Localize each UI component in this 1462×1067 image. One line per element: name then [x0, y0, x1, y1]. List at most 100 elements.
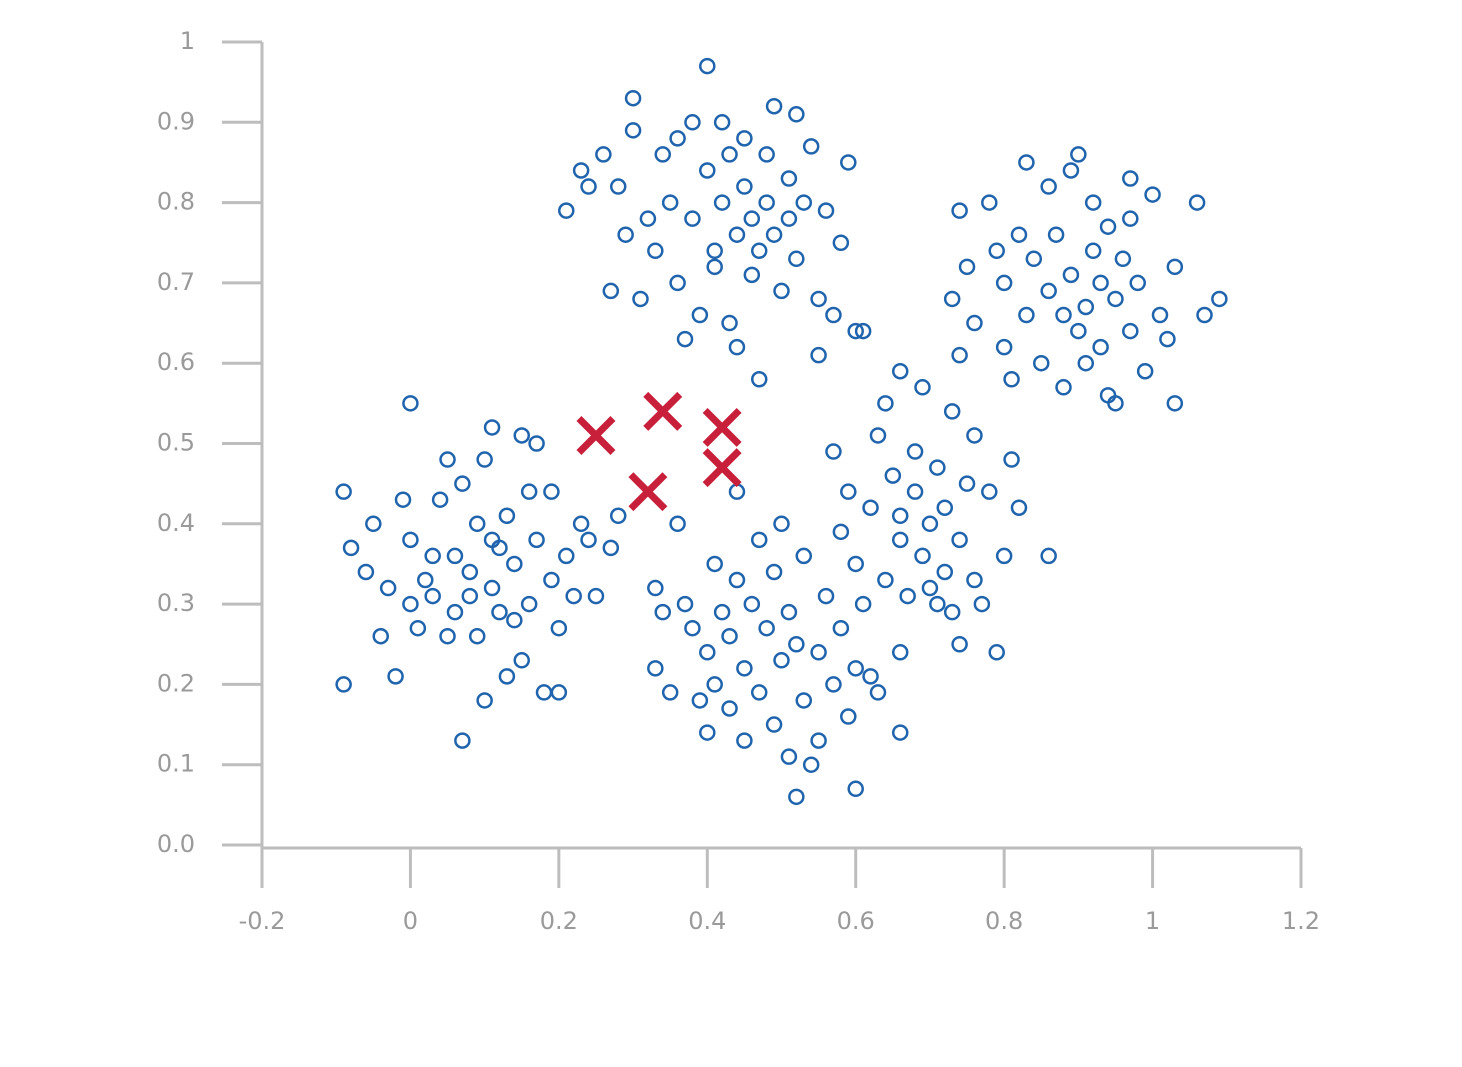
- point: [439, 627, 456, 645]
- point: [699, 644, 716, 661]
- point: [973, 595, 991, 613]
- point: [981, 194, 998, 211]
- point: [1010, 226, 1028, 243]
- x-tick-label: 0.2: [540, 907, 578, 935]
- point: [550, 619, 568, 637]
- point: [966, 314, 983, 332]
- point: [624, 89, 642, 107]
- point: [1129, 274, 1146, 292]
- point: [1070, 322, 1087, 340]
- point: [498, 507, 516, 525]
- point: [1062, 162, 1080, 179]
- point: [832, 234, 850, 251]
- point: [773, 515, 790, 533]
- x-tick-label: 0: [403, 907, 418, 935]
- point: [498, 668, 516, 685]
- cross-marker: [576, 415, 616, 455]
- point: [817, 202, 835, 219]
- point: [802, 138, 820, 155]
- point: [595, 146, 612, 163]
- point: [832, 523, 850, 541]
- point: [847, 555, 864, 573]
- point: [454, 475, 471, 492]
- point: [402, 531, 419, 549]
- y-tick-label: 0.6: [157, 348, 195, 376]
- y-tick-label: 0.2: [157, 669, 195, 697]
- x-tick-label: -0.2: [239, 907, 286, 935]
- point: [891, 362, 909, 380]
- point: [342, 539, 360, 557]
- point: [854, 595, 872, 613]
- point: [780, 603, 798, 621]
- point: [647, 242, 664, 260]
- point: [1099, 218, 1117, 235]
- point: [676, 595, 694, 613]
- point: [847, 660, 864, 677]
- point: [572, 515, 590, 533]
- point: [765, 226, 783, 243]
- point: [1040, 547, 1057, 565]
- point: [758, 194, 775, 211]
- point: [1077, 354, 1095, 372]
- point: [840, 154, 857, 171]
- point: [899, 587, 916, 605]
- point: [914, 547, 931, 565]
- point: [750, 684, 768, 701]
- point: [632, 290, 649, 308]
- point: [721, 314, 738, 332]
- point: [943, 403, 961, 420]
- point: [743, 266, 761, 284]
- point: [558, 202, 575, 219]
- point: [840, 483, 857, 500]
- cross-marker: [643, 391, 683, 431]
- point: [1062, 266, 1080, 284]
- point: [825, 443, 842, 460]
- point: [891, 507, 909, 525]
- point: [736, 130, 753, 147]
- point: [609, 178, 627, 195]
- point: [995, 338, 1013, 356]
- point: [654, 146, 672, 163]
- point: [884, 467, 902, 484]
- point: [506, 611, 523, 629]
- point: [728, 226, 746, 243]
- point: [1077, 298, 1095, 316]
- point: [365, 515, 382, 533]
- point: [639, 210, 657, 227]
- cross-marker: [702, 448, 742, 488]
- point: [758, 146, 775, 163]
- point: [958, 475, 976, 492]
- point: [602, 539, 620, 557]
- point: [483, 579, 501, 597]
- point: [580, 178, 597, 195]
- point: [1033, 354, 1050, 372]
- point: [758, 619, 775, 637]
- y-tick-label: 0.9: [157, 107, 195, 135]
- point: [780, 170, 798, 187]
- point: [743, 210, 761, 227]
- point: [1196, 306, 1213, 324]
- point: [669, 515, 686, 533]
- point: [669, 130, 686, 147]
- point: [728, 338, 746, 356]
- point: [1084, 194, 1102, 211]
- point: [402, 395, 419, 412]
- point: [788, 106, 805, 123]
- point: [891, 724, 909, 741]
- point: [1040, 282, 1057, 300]
- point: [951, 531, 968, 549]
- point: [862, 668, 879, 685]
- point: [951, 636, 968, 653]
- point: [795, 547, 813, 565]
- point: [565, 587, 582, 605]
- point: [684, 114, 701, 131]
- cross-marker: [702, 407, 742, 447]
- point: [780, 748, 798, 765]
- point: [513, 652, 530, 669]
- point: [706, 676, 723, 693]
- point: [988, 644, 1005, 661]
- point: [966, 427, 983, 444]
- point: [713, 114, 731, 131]
- point: [520, 595, 538, 613]
- point: [617, 226, 634, 243]
